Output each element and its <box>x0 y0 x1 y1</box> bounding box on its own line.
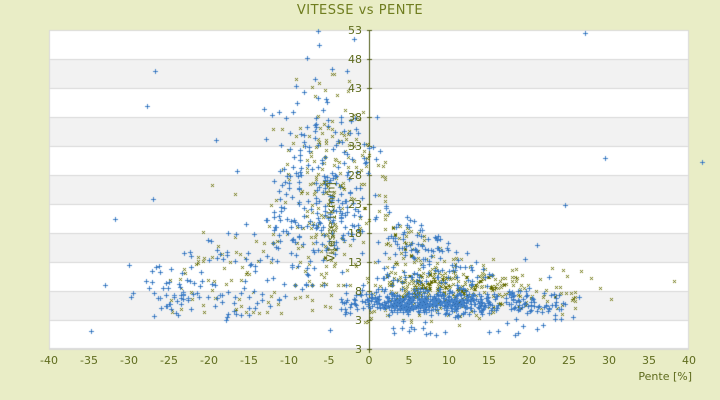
x-tick-label: -25 <box>160 354 178 367</box>
y-tick-label: 53 <box>348 24 362 37</box>
y-tick-label: 43 <box>348 82 362 95</box>
x-tick-label: 5 <box>405 354 413 367</box>
x-tick-label: 0 <box>365 354 373 367</box>
x-tick-label: 20 <box>522 354 536 367</box>
x-tick-label: 30 <box>602 354 616 367</box>
y-tick-label: 18 <box>348 227 362 240</box>
y-tick-label: 33 <box>348 140 362 153</box>
y-tick-label: 13 <box>348 256 362 269</box>
x-tick-label: -40 <box>40 354 58 367</box>
y-tick-label: 48 <box>348 53 362 66</box>
y-tick-label: 8 <box>355 285 362 298</box>
y-tick-label: 23 <box>348 198 362 211</box>
x-tick-label: -15 <box>240 354 258 367</box>
y-tick-label: 28 <box>348 169 362 182</box>
y-axis-title-text: Vitesse [km/h] <box>324 182 338 262</box>
chart-title: VITESSE vs PENTE <box>296 3 424 18</box>
x-tick-label: -5 <box>323 354 335 367</box>
x-tick-label: -10 <box>280 354 298 367</box>
x-axis-title: Pente [%] <box>638 370 692 383</box>
x-tick-label: 35 <box>642 354 656 367</box>
x-tick-label: -20 <box>200 354 218 367</box>
x-tick-label: 25 <box>562 354 576 367</box>
x-tick-label: -35 <box>80 354 98 367</box>
x-tick-label: 40 <box>682 354 696 367</box>
y-tick-label: 3 <box>355 314 362 327</box>
x-tick-label: 15 <box>482 354 496 367</box>
y-tick-label: 3 <box>355 343 362 356</box>
x-tick-label: -30 <box>120 354 138 367</box>
x-tick-label: 10 <box>442 354 456 367</box>
y-tick-label: 38 <box>348 111 362 124</box>
